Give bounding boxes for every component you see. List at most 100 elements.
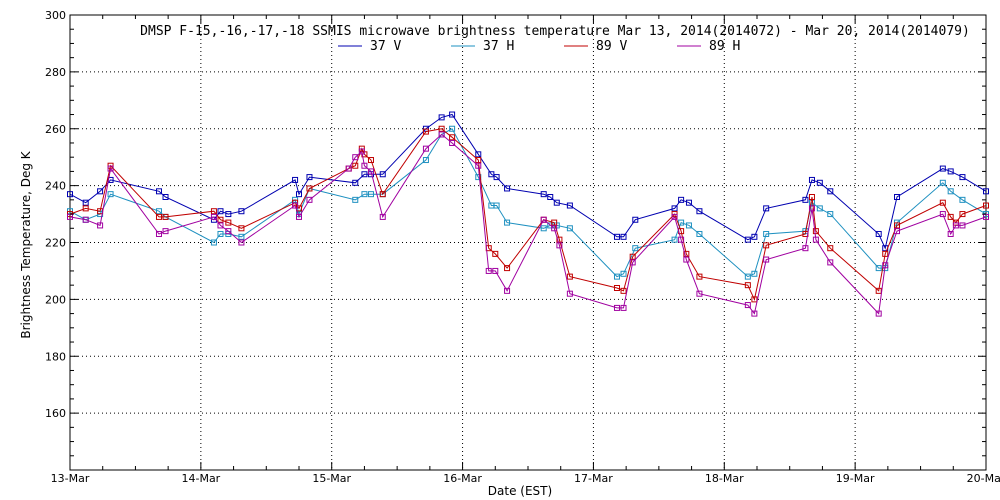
data-point bbox=[613, 285, 620, 291]
data-point bbox=[939, 199, 946, 206]
data-point bbox=[894, 222, 901, 229]
data-point bbox=[620, 270, 627, 277]
data-point bbox=[82, 205, 89, 212]
x-axis-label: Date (EST) bbox=[488, 484, 552, 498]
data-point bbox=[485, 267, 492, 274]
data-point bbox=[82, 216, 89, 223]
data-point bbox=[449, 111, 456, 118]
data-point bbox=[632, 245, 639, 252]
x-tick-label: 18-Mar bbox=[705, 472, 744, 485]
data-point bbox=[449, 134, 456, 141]
grid-layer bbox=[70, 15, 986, 470]
data-point bbox=[352, 154, 359, 161]
data-point bbox=[882, 250, 889, 257]
data-point bbox=[763, 242, 770, 249]
y-tick-label: 160 bbox=[45, 407, 66, 420]
data-point bbox=[438, 131, 445, 138]
data-point bbox=[155, 213, 162, 220]
data-point bbox=[696, 208, 703, 215]
data-point bbox=[894, 194, 901, 200]
legend-label: 37 H bbox=[483, 39, 514, 54]
data-point bbox=[210, 239, 217, 246]
data-point bbox=[939, 165, 946, 172]
data-point bbox=[613, 233, 620, 240]
legend-item: 89 V bbox=[564, 39, 627, 54]
data-point bbox=[751, 270, 758, 277]
data-point bbox=[894, 228, 901, 235]
data-point bbox=[551, 219, 558, 226]
series-89-v bbox=[67, 125, 989, 303]
data-point bbox=[493, 174, 500, 181]
data-point bbox=[67, 191, 73, 198]
data-point bbox=[875, 265, 882, 272]
data-point bbox=[744, 236, 751, 243]
data-point bbox=[947, 230, 954, 237]
data-point bbox=[671, 213, 678, 220]
data-point bbox=[751, 233, 758, 240]
data-point bbox=[959, 196, 966, 203]
y-tick-label: 240 bbox=[45, 180, 66, 193]
data-point bbox=[959, 222, 966, 229]
data-point bbox=[492, 267, 499, 274]
data-point bbox=[959, 211, 966, 218]
data-point bbox=[97, 188, 104, 195]
x-tick-label: 17-Mar bbox=[574, 472, 613, 485]
data-point bbox=[827, 259, 834, 266]
data-point bbox=[225, 219, 232, 226]
data-point bbox=[566, 273, 573, 280]
data-point bbox=[744, 302, 751, 309]
data-point bbox=[358, 148, 365, 155]
data-point bbox=[763, 230, 770, 237]
data-point bbox=[449, 125, 456, 132]
plot-frame bbox=[69, 14, 987, 471]
data-point bbox=[566, 290, 573, 297]
legend-item: 37 V bbox=[338, 39, 401, 54]
data-point bbox=[629, 259, 636, 266]
data-point bbox=[217, 222, 224, 229]
x-tick-label: 14-Mar bbox=[181, 472, 220, 485]
legend-item: 89 H bbox=[677, 39, 740, 54]
data-point bbox=[678, 236, 685, 243]
chart-title: DMSP F-15,-16,-17,-18 SSMIS microwave br… bbox=[140, 24, 970, 39]
x-tick-label: 19-Mar bbox=[836, 472, 875, 485]
y-axis-label: Brightness Temperature, Deg K bbox=[19, 150, 33, 338]
legend-label: 89 V bbox=[596, 39, 627, 54]
data-point bbox=[367, 168, 374, 175]
series-37-v bbox=[67, 111, 989, 252]
data-point bbox=[751, 310, 758, 317]
data-point bbox=[553, 199, 560, 206]
data-point bbox=[292, 202, 299, 209]
data-point bbox=[361, 162, 368, 169]
data-point bbox=[629, 253, 636, 260]
data-point bbox=[210, 208, 217, 215]
data-point bbox=[296, 191, 302, 198]
data-point bbox=[422, 128, 429, 135]
data-point bbox=[238, 233, 245, 240]
data-point bbox=[155, 188, 162, 195]
data-point bbox=[744, 282, 751, 289]
data-point bbox=[947, 168, 954, 175]
data-point bbox=[162, 194, 169, 200]
data-point bbox=[238, 239, 245, 246]
data-point bbox=[959, 174, 966, 181]
data-point bbox=[504, 265, 511, 272]
data-point bbox=[802, 245, 809, 252]
data-point bbox=[107, 191, 114, 198]
data-point bbox=[367, 157, 374, 164]
data-point bbox=[696, 230, 703, 237]
data-point bbox=[107, 165, 114, 172]
series-89-h bbox=[67, 131, 989, 317]
data-point bbox=[547, 194, 554, 200]
data-point bbox=[296, 213, 302, 220]
data-point bbox=[475, 162, 482, 169]
data-point bbox=[155, 230, 162, 237]
data-point bbox=[620, 287, 627, 294]
data-point bbox=[744, 273, 751, 280]
data-point bbox=[449, 139, 456, 146]
data-point bbox=[352, 162, 359, 169]
data-point bbox=[540, 191, 547, 198]
data-point bbox=[566, 202, 573, 209]
data-point bbox=[613, 273, 620, 280]
data-point bbox=[475, 157, 482, 164]
